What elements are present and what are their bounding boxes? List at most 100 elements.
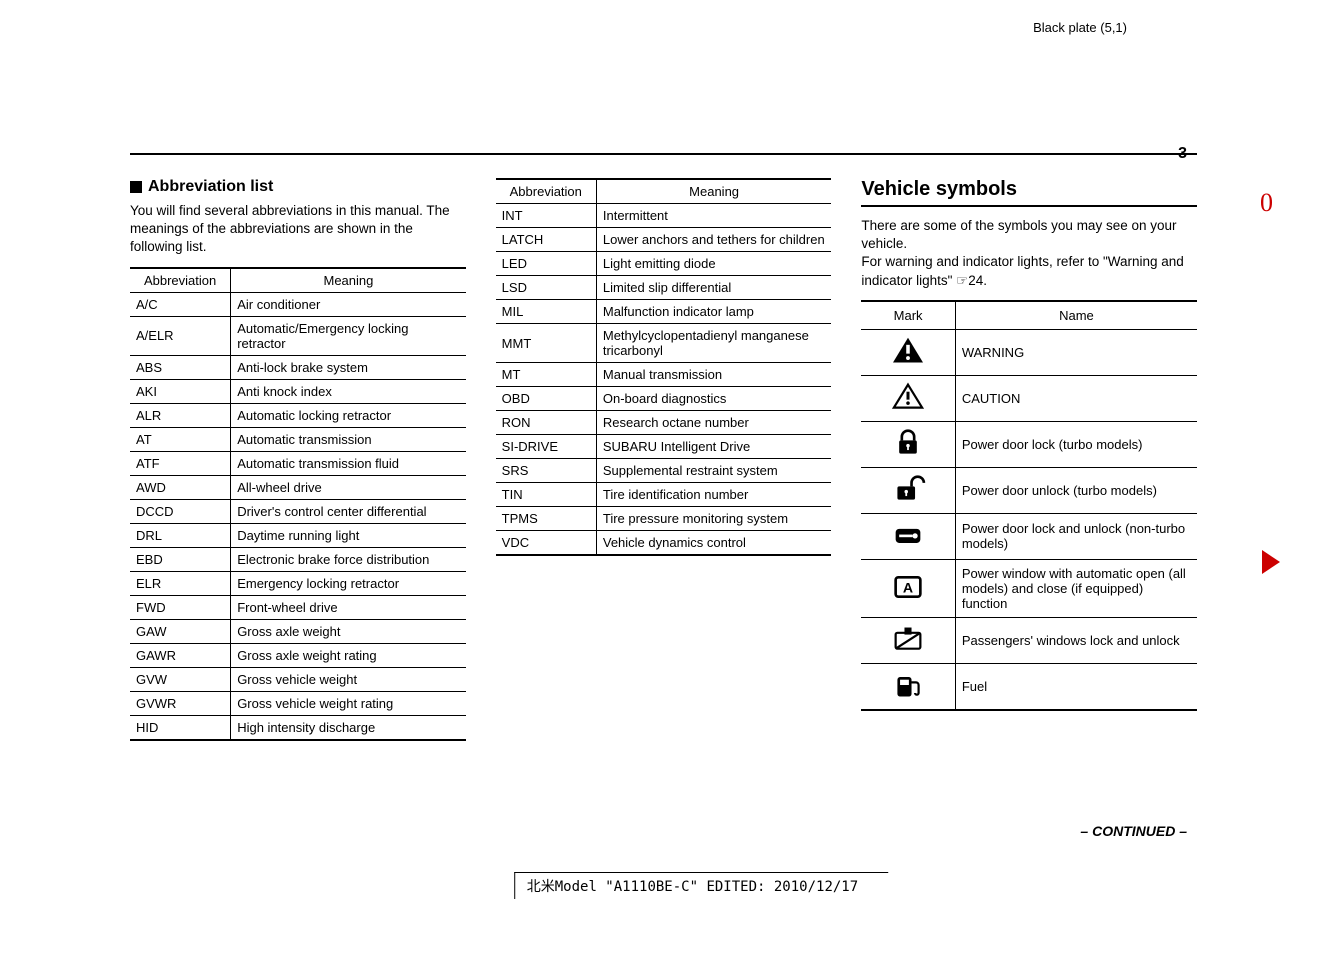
column-3: Vehicle symbols There are some of the sy… (861, 178, 1197, 741)
meaning-cell: All-wheel drive (231, 475, 466, 499)
abbr-cell: GVWR (130, 691, 231, 715)
table-row: ELREmergency locking retractor (130, 571, 466, 595)
abbrev-table-1: Abbreviation Meaning A/CAir conditionerA… (130, 267, 466, 741)
fuel-pump-icon (890, 670, 926, 700)
meaning-cell: Vehicle dynamics control (596, 531, 831, 556)
table-row: MMTMethylcyclopentadienyl manganese tric… (496, 324, 832, 363)
table-row: A Power window with automatic open (all m… (861, 559, 1197, 617)
table-row: LEDLight emitting diode (496, 252, 832, 276)
table-row: EBDElectronic brake force distribution (130, 547, 466, 571)
name-cell: WARNING (955, 329, 1197, 375)
meaning-cell: Daytime running light (231, 523, 466, 547)
abbr-cell: HID (130, 715, 231, 740)
abbr-cell: LATCH (496, 228, 597, 252)
abbrev-intro: You will find several abbreviations in t… (130, 202, 466, 257)
vehicle-symbols-heading: Vehicle symbols (861, 178, 1197, 207)
abbr-cell: ATF (130, 451, 231, 475)
abbr-cell: SRS (496, 459, 597, 483)
abbr-cell: MT (496, 363, 597, 387)
meaning-cell: Light emitting diode (596, 252, 831, 276)
name-cell: Power window with automatic open (all mo… (955, 559, 1197, 617)
red-margin-glyph: 0 (1260, 188, 1273, 218)
abbr-cell: AKI (130, 379, 231, 403)
meaning-cell: Automatic transmission fluid (231, 451, 466, 475)
meaning-cell: Gross vehicle weight rating (231, 691, 466, 715)
model-footer: 北米Model "A1110BE-C" EDITED: 2010/12/17 (514, 872, 888, 899)
abbr-cell: MIL (496, 300, 597, 324)
table-row: CAUTION (861, 375, 1197, 421)
svg-text:A: A (903, 579, 913, 595)
continued-label: – CONTINUED – (1080, 823, 1187, 839)
warning-tri-excl-icon (890, 336, 926, 366)
table-row: SI-DRIVESUBARU Intelligent Drive (496, 435, 832, 459)
plate-label: Black plate (5,1) (1033, 20, 1127, 35)
mark-cell (861, 329, 955, 375)
abbr-cell: EBD (130, 547, 231, 571)
th-abbr: Abbreviation (496, 179, 597, 204)
meaning-cell: Air conditioner (231, 292, 466, 316)
abbr-cell: AT (130, 427, 231, 451)
red-margin-arrow-icon (1262, 550, 1280, 574)
th-name: Name (955, 301, 1197, 330)
abbr-cell: TIN (496, 483, 597, 507)
name-cell: Power door unlock (turbo models) (955, 467, 1197, 513)
abbr-cell: A/C (130, 292, 231, 316)
meaning-cell: Methylcyclopentadienyl manganese tricarb… (596, 324, 831, 363)
abbr-cell: A/ELR (130, 316, 231, 355)
abbr-cell: GVW (130, 667, 231, 691)
abbr-cell: ELR (130, 571, 231, 595)
name-cell: Fuel (955, 663, 1197, 710)
auto-a-icon: A (890, 572, 926, 602)
meaning-cell: Automatic/Emergency locking retractor (231, 316, 466, 355)
windows-lock-icon (890, 624, 926, 654)
meaning-cell: Malfunction indicator lamp (596, 300, 831, 324)
mark-cell (861, 513, 955, 559)
table-row: ABSAnti-lock brake system (130, 355, 466, 379)
abbrev-heading: Abbreviation list (130, 178, 466, 196)
abbr-cell: MMT (496, 324, 597, 363)
mark-cell (861, 663, 955, 710)
meaning-cell: Emergency locking retractor (231, 571, 466, 595)
meaning-cell: Tire identification number (596, 483, 831, 507)
meaning-cell: Gross vehicle weight (231, 667, 466, 691)
meaning-cell: Supplemental restraint system (596, 459, 831, 483)
table-row: MILMalfunction indicator lamp (496, 300, 832, 324)
abbr-cell: VDC (496, 531, 597, 556)
meaning-cell: High intensity discharge (231, 715, 466, 740)
top-rule (130, 153, 1197, 155)
mark-cell (861, 617, 955, 663)
meaning-cell: Intermittent (596, 204, 831, 228)
abbrev-heading-text: Abbreviation list (148, 178, 273, 195)
meaning-cell: Research octane number (596, 411, 831, 435)
abbr-cell: GAWR (130, 643, 231, 667)
heading-bullet-icon (130, 181, 142, 193)
abbrev-table-2: Abbreviation Meaning INTIntermittentLATC… (496, 178, 832, 556)
table-row: Fuel (861, 663, 1197, 710)
meaning-cell: Gross axle weight (231, 619, 466, 643)
meaning-cell: Automatic transmission (231, 427, 466, 451)
table-row: GAWRGross axle weight rating (130, 643, 466, 667)
abbr-cell: DCCD (130, 499, 231, 523)
name-cell: Passengers' windows lock and unlock (955, 617, 1197, 663)
table-row: ALRAutomatic locking retractor (130, 403, 466, 427)
meaning-cell: Anti-lock brake system (231, 355, 466, 379)
abbr-cell: SI-DRIVE (496, 435, 597, 459)
table-row: A/CAir conditioner (130, 292, 466, 316)
table-row: Power door lock and unlock (non-turbo mo… (861, 513, 1197, 559)
table-row: TPMSTire pressure monitoring system (496, 507, 832, 531)
th-mean: Meaning (596, 179, 831, 204)
abbr-cell: INT (496, 204, 597, 228)
meaning-cell: Electronic brake force distribution (231, 547, 466, 571)
table-row: LATCHLower anchors and tethers for child… (496, 228, 832, 252)
table-row: TINTire identification number (496, 483, 832, 507)
table-row: ATAutomatic transmission (130, 427, 466, 451)
table-row: AKIAnti knock index (130, 379, 466, 403)
table-row: FWDFront-wheel drive (130, 595, 466, 619)
meaning-cell: Anti knock index (231, 379, 466, 403)
meaning-cell: Driver's control center differential (231, 499, 466, 523)
table-row: Passengers' windows lock and unlock (861, 617, 1197, 663)
lock-open-icon (890, 474, 926, 504)
meaning-cell: SUBARU Intelligent Drive (596, 435, 831, 459)
table-row: ATFAutomatic transmission fluid (130, 451, 466, 475)
meaning-cell: Front-wheel drive (231, 595, 466, 619)
